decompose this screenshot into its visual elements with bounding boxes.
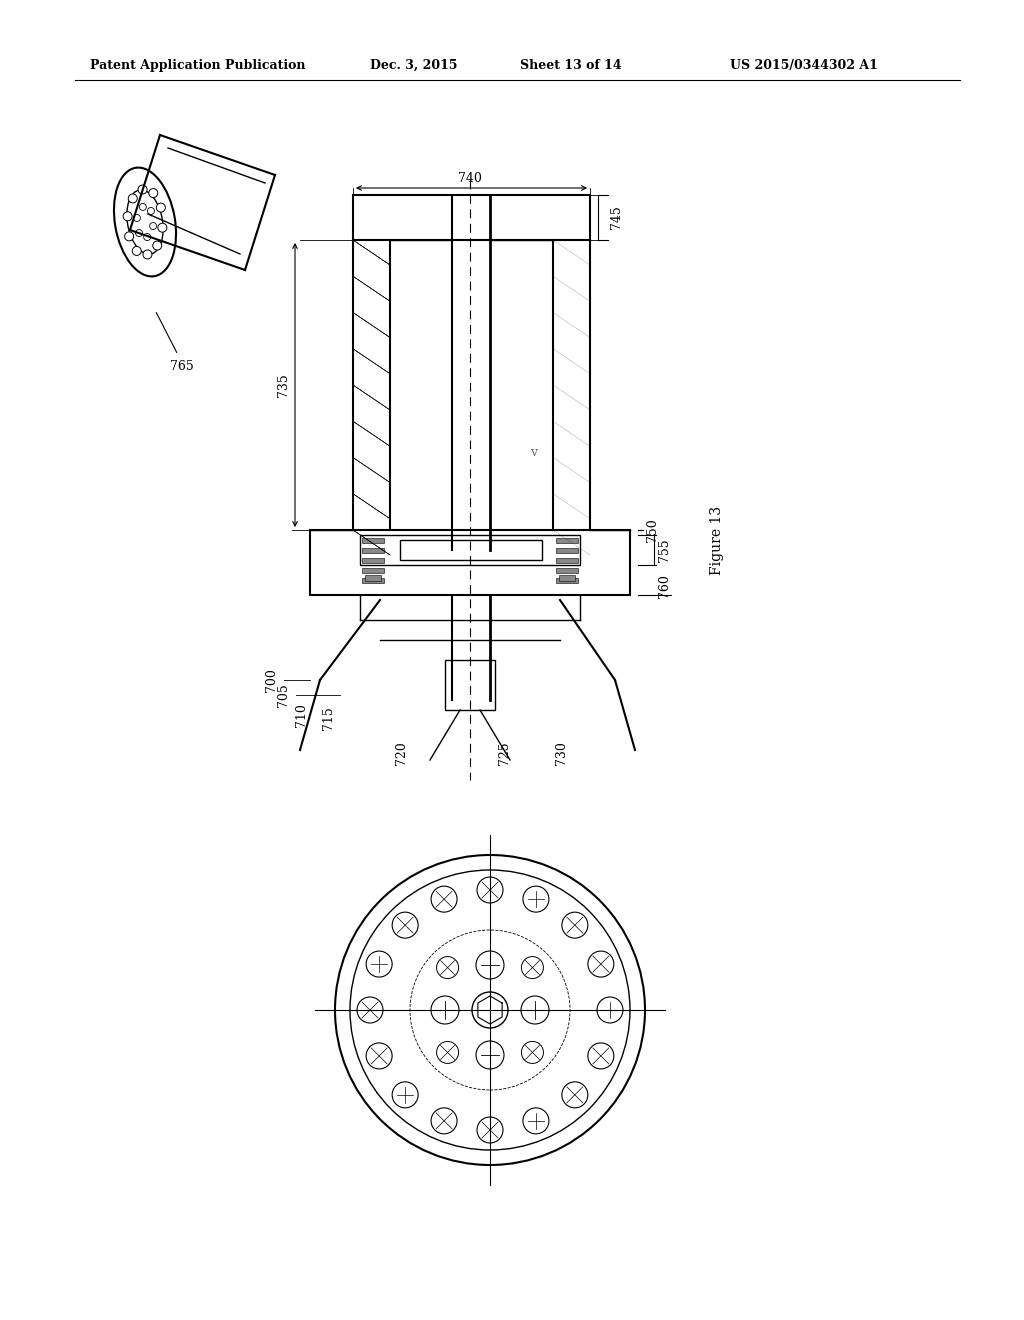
- Bar: [362, 568, 384, 573]
- Circle shape: [588, 1043, 613, 1069]
- Circle shape: [523, 1107, 549, 1134]
- Circle shape: [431, 997, 459, 1024]
- Text: 740: 740: [458, 172, 482, 185]
- Circle shape: [436, 957, 459, 978]
- Bar: [556, 568, 578, 573]
- Text: 720: 720: [395, 741, 408, 764]
- Bar: [400, 540, 542, 560]
- Text: Sheet 13 of 14: Sheet 13 of 14: [520, 59, 622, 73]
- Text: 745: 745: [610, 206, 623, 230]
- Circle shape: [588, 952, 613, 977]
- Text: 735: 735: [278, 374, 290, 397]
- Bar: [360, 535, 580, 565]
- Ellipse shape: [128, 194, 137, 203]
- Text: v: v: [530, 446, 538, 459]
- Bar: [556, 558, 578, 564]
- Bar: [556, 539, 578, 543]
- Text: Patent Application Publication: Patent Application Publication: [90, 59, 305, 73]
- Circle shape: [431, 886, 457, 912]
- Bar: [556, 578, 578, 583]
- Circle shape: [521, 997, 549, 1024]
- Ellipse shape: [158, 223, 167, 232]
- Circle shape: [392, 1082, 418, 1107]
- Bar: [353, 195, 590, 240]
- Ellipse shape: [150, 223, 157, 230]
- Bar: [362, 558, 384, 564]
- Ellipse shape: [133, 214, 140, 222]
- Text: US 2015/0344302 A1: US 2015/0344302 A1: [730, 59, 878, 73]
- Circle shape: [597, 997, 623, 1023]
- Ellipse shape: [132, 247, 141, 256]
- Circle shape: [367, 1043, 392, 1069]
- Bar: [362, 548, 384, 553]
- Circle shape: [521, 1041, 544, 1064]
- Bar: [559, 576, 575, 581]
- Circle shape: [477, 876, 503, 903]
- Text: Dec. 3, 2015: Dec. 3, 2015: [370, 59, 458, 73]
- Bar: [362, 539, 384, 543]
- Ellipse shape: [157, 203, 165, 213]
- Bar: [445, 660, 495, 710]
- Ellipse shape: [125, 232, 134, 240]
- Circle shape: [392, 912, 418, 939]
- Ellipse shape: [123, 211, 132, 220]
- Circle shape: [477, 1117, 503, 1143]
- Circle shape: [436, 1041, 459, 1064]
- Bar: [556, 548, 578, 553]
- Ellipse shape: [153, 242, 162, 249]
- Bar: [362, 578, 384, 583]
- Circle shape: [523, 886, 549, 912]
- Text: 765: 765: [170, 360, 194, 374]
- Text: 700: 700: [265, 668, 278, 692]
- Text: 725: 725: [498, 742, 511, 764]
- Ellipse shape: [143, 234, 151, 240]
- Circle shape: [476, 950, 504, 979]
- Circle shape: [431, 1107, 457, 1134]
- Circle shape: [367, 952, 392, 977]
- Text: 755: 755: [658, 539, 671, 562]
- Text: Figure 13: Figure 13: [710, 506, 724, 574]
- Ellipse shape: [147, 207, 155, 214]
- Circle shape: [562, 912, 588, 939]
- Bar: [365, 576, 381, 581]
- Text: 750: 750: [646, 519, 659, 543]
- Circle shape: [472, 993, 508, 1028]
- Ellipse shape: [138, 185, 147, 194]
- Bar: [310, 531, 630, 595]
- Ellipse shape: [135, 230, 142, 236]
- Text: 760: 760: [658, 574, 671, 598]
- Ellipse shape: [139, 203, 146, 210]
- Text: 705: 705: [278, 684, 290, 708]
- Ellipse shape: [148, 189, 158, 198]
- Text: 710: 710: [295, 704, 308, 727]
- Circle shape: [357, 997, 383, 1023]
- Text: 715: 715: [322, 706, 335, 730]
- Circle shape: [521, 957, 544, 978]
- Circle shape: [476, 1041, 504, 1069]
- Ellipse shape: [143, 249, 152, 259]
- Text: 730: 730: [555, 741, 568, 764]
- Circle shape: [562, 1082, 588, 1107]
